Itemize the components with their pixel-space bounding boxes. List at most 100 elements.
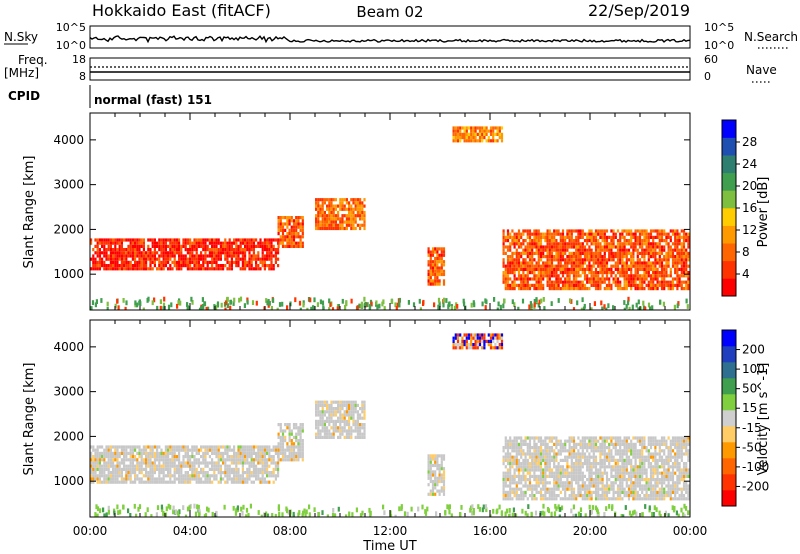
echo-cell — [164, 238, 167, 242]
echo-cell — [348, 416, 351, 420]
echo-cell — [301, 244, 304, 248]
echo-cell — [334, 223, 337, 227]
echo-cell — [356, 204, 359, 208]
echo-cell — [239, 448, 242, 452]
echo-cell — [610, 258, 613, 262]
echo-cell — [246, 474, 249, 478]
echo-cell — [504, 274, 507, 278]
echo-cell — [492, 346, 495, 350]
echo-cell — [197, 471, 200, 475]
echo-cell — [281, 222, 285, 226]
echo-cell — [299, 435, 302, 439]
echo-cell — [537, 274, 540, 278]
echo-cell — [630, 235, 633, 239]
echo-cell — [319, 400, 322, 404]
echo-cell — [224, 480, 227, 484]
echo-cell — [583, 267, 587, 271]
echo-cell — [645, 267, 648, 271]
echo-cell — [599, 465, 602, 469]
echo-cell — [352, 410, 355, 414]
echo-cell — [524, 468, 527, 472]
echo-cell — [105, 464, 108, 468]
echo-cell — [167, 251, 170, 255]
echo-cell — [599, 471, 602, 475]
echo-cell — [575, 280, 578, 284]
echo-cell — [334, 426, 337, 430]
echo-cell — [235, 260, 238, 264]
echo-cell — [436, 279, 439, 283]
echo-cell — [520, 251, 523, 255]
echo-cell — [350, 226, 353, 231]
echo-cell — [472, 346, 475, 350]
echo-cell — [112, 260, 115, 264]
echo-cell — [190, 296, 193, 302]
echo-cell — [616, 242, 620, 246]
echo-cell — [350, 413, 353, 417]
echo-cell — [295, 244, 298, 248]
echo-cell — [191, 241, 194, 245]
echo-cell — [577, 287, 580, 291]
echo-cell — [171, 451, 174, 455]
echo-cell — [114, 464, 117, 468]
echo-cell — [171, 251, 174, 255]
echo-cell — [123, 445, 126, 449]
echo-cell — [434, 460, 437, 464]
echo-cell — [248, 467, 251, 471]
echo-cell — [274, 451, 277, 455]
echo-cell — [682, 287, 686, 291]
echo-cell — [173, 471, 176, 475]
echo-cell — [272, 298, 275, 303]
echo-cell — [328, 201, 331, 205]
echo-cell — [103, 451, 106, 455]
echo-cell — [284, 451, 287, 455]
echo-cell — [180, 257, 183, 261]
echo-cell — [524, 267, 527, 271]
echo-cell — [526, 232, 529, 236]
echo-cell — [557, 484, 560, 488]
echo-cell — [555, 232, 558, 236]
echo-cell — [204, 254, 207, 258]
echo-cell — [123, 467, 126, 471]
echo-cell — [114, 471, 117, 475]
echo-cell — [433, 302, 436, 308]
echo-cell — [334, 220, 337, 224]
echo-cell — [434, 276, 437, 280]
echo-cell — [623, 277, 626, 281]
echo-cell — [422, 301, 425, 306]
echo-cell — [348, 217, 351, 221]
echo-cell — [160, 467, 163, 471]
echo-cell — [250, 238, 253, 242]
echo-cell — [105, 467, 108, 471]
echo-cell — [649, 283, 653, 287]
echo-cell — [535, 229, 538, 233]
echo-cell — [178, 251, 181, 255]
echo-cell — [524, 490, 527, 494]
echo-cell — [610, 229, 613, 233]
echo-cell — [395, 306, 398, 310]
echo-cell — [167, 458, 170, 462]
echo-cell — [286, 238, 289, 242]
echo-cell — [151, 464, 154, 468]
echo-cell — [539, 277, 543, 281]
echo-cell — [463, 301, 466, 307]
echo-cell — [504, 251, 507, 255]
echo-cell — [511, 474, 514, 478]
echo-cell — [583, 251, 587, 255]
echo-cell — [586, 267, 589, 271]
echo-cell — [147, 451, 150, 455]
echo-cell — [520, 436, 523, 440]
echo-cell — [647, 248, 650, 252]
echo-cell — [315, 400, 318, 404]
echo-cell — [561, 245, 565, 249]
echo-cell — [350, 403, 353, 407]
echo-cell — [345, 435, 348, 439]
echo-cell — [281, 241, 285, 245]
echo-cell — [274, 445, 277, 449]
echo-cell — [341, 207, 344, 211]
echo-cell — [652, 245, 655, 249]
echo-cell — [182, 445, 185, 449]
echo-cell — [103, 264, 106, 268]
echo-cell — [652, 267, 655, 271]
echo-cell — [286, 244, 289, 248]
echo-cell — [180, 461, 183, 465]
